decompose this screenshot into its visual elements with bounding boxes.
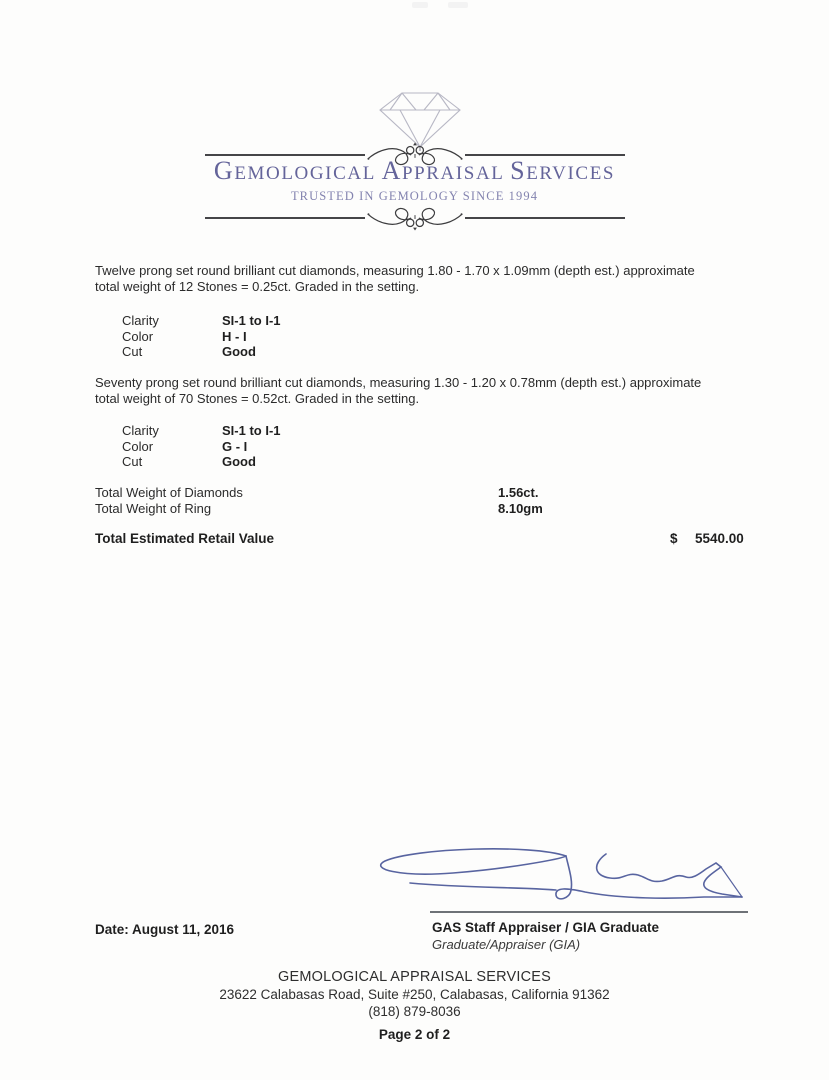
company-subtitle: TRUSTED IN GEMOLOGY SINCE 1994 (290, 189, 539, 203)
footer-company-name: GEMOLOGICAL APPRAISAL SERVICES (277, 969, 551, 985)
grade-row: Color G - I (122, 439, 542, 455)
grade-value: G - I (222, 438, 248, 454)
retail-amount: 5540.00 (695, 531, 744, 546)
date-line: Date: August 11, 2016 (95, 922, 235, 937)
grade-label: Clarity (122, 313, 159, 328)
grade-row: Cut Good (122, 344, 542, 360)
footer-address: 23622 Calabasas Road, Suite #250, Calaba… (219, 987, 610, 1002)
calligraphic-flourish-icon (367, 207, 463, 231)
grade-label: Clarity (122, 423, 159, 438)
calligraphic-flourish-icon (367, 142, 463, 166)
retail-value-label: Total Estimated Retail Value (95, 531, 275, 546)
diamond-logo-icon (376, 90, 464, 152)
divider-rule (465, 154, 625, 156)
grading-table: Clarity SI-1 to I-1 Color H - I Cut Good (122, 313, 542, 360)
appraiser-block: GAS Staff Appraiser / GIA Graduate Gradu… (432, 919, 659, 953)
grade-value: SI-1 to I-1 (222, 423, 281, 438)
grade-row: Cut Good (122, 454, 542, 470)
handwritten-signature (370, 843, 758, 915)
page-number: Page 2 of 2 (378, 1027, 451, 1042)
item-description: Seventy prong set round brilliant cut di… (95, 375, 702, 406)
grade-value: Good (222, 344, 256, 360)
total-label: Total Weight of Diamonds (95, 485, 243, 500)
grade-value: Good (222, 454, 256, 470)
retail-value-row: Total Estimated Retail Value $ 5540.00 (95, 531, 755, 546)
total-row: Total Weight of Diamonds 1.56ct. (95, 485, 755, 501)
grade-label: Cut (122, 344, 143, 360)
grade-label: Color (122, 328, 154, 344)
divider-ornament-bottom (205, 204, 625, 232)
scan-artifact (448, 2, 468, 8)
divider-rule (465, 217, 625, 219)
signature-line (430, 911, 748, 913)
total-label: Total Weight of Ring (95, 500, 212, 516)
item-description: Twelve prong set round brilliant cut dia… (95, 263, 695, 294)
divider-rule (205, 217, 365, 219)
currency-symbol: $ (670, 531, 678, 546)
total-value: 8.10gm (498, 500, 543, 516)
footer-phone: (818) 879-8036 (368, 1004, 461, 1019)
company-title: GEMOLOGICAL APPRAISAL SERVICES (213, 156, 616, 185)
total-value: 1.56ct. (498, 485, 539, 500)
appraiser-title: GAS Staff Appraiser / GIA Graduate (432, 920, 660, 935)
grade-value: H - I (222, 328, 247, 344)
appraiser-subtitle: Graduate/Appraiser (GIA) (432, 937, 581, 952)
grade-row: Clarity SI-1 to I-1 (122, 313, 542, 329)
totals-section: Total Weight of Diamonds 1.56ct. Total W… (95, 485, 755, 516)
scan-artifact (412, 2, 428, 8)
grade-label: Cut (122, 454, 143, 470)
divider-ornament-top (205, 141, 625, 169)
grade-label: Color (122, 438, 154, 454)
total-row: Total Weight of Ring 8.10gm (95, 501, 755, 517)
grade-row: Clarity SI-1 to I-1 (122, 423, 542, 439)
grading-table: Clarity SI-1 to I-1 Color G - I Cut Good (122, 423, 542, 470)
grade-row: Color H - I (122, 329, 542, 345)
grade-value: SI-1 to I-1 (222, 313, 281, 328)
divider-rule (205, 154, 365, 156)
footer: GEMOLOGICAL APPRAISAL SERVICES 23622 Cal… (0, 969, 829, 1043)
